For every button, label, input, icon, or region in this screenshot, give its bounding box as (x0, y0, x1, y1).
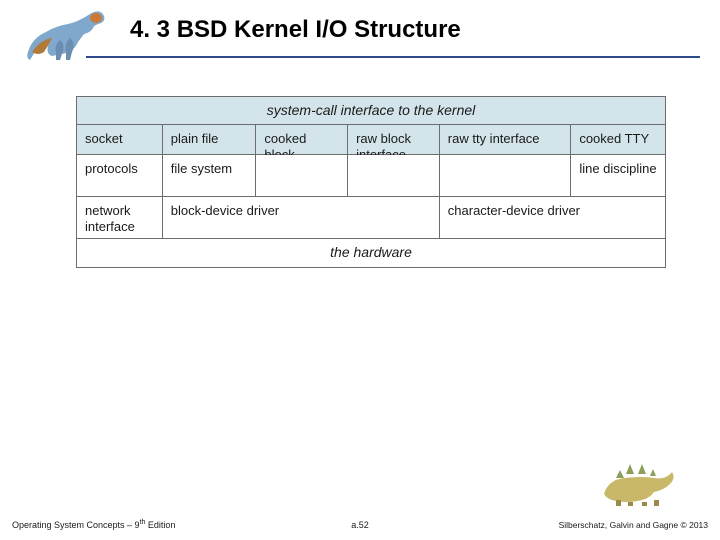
cell-block-device-driver: block-device driver (163, 197, 440, 239)
slide-footer: Operating System Concepts – 9th Edition … (0, 510, 720, 540)
table-row: socket plain file cooked block interface… (77, 125, 665, 155)
cell-cooked-block-interface: cooked block interface (256, 125, 348, 155)
table-row: protocols file system line discipline (77, 155, 665, 197)
syscall-interface-header: system-call interface to the kernel (77, 97, 665, 125)
cell-empty (440, 155, 572, 197)
cell-raw-block-interface: raw block interface (348, 125, 440, 155)
table-header-row: system-call interface to the kernel (77, 97, 665, 125)
cell-file-system: file system (163, 155, 257, 197)
table-footer-row: the hardware (77, 239, 665, 267)
cell-character-device-driver: character-device driver (440, 197, 665, 239)
title-underline (86, 56, 700, 58)
cell-line-discipline: line discipline (571, 155, 665, 197)
cell-protocols: protocols (77, 155, 163, 197)
page-title: 4. 3 BSD Kernel I/O Structure (130, 16, 461, 44)
cell-cooked-tty: cooked TTY (571, 125, 665, 155)
table-row: network interface block-device driver ch… (77, 197, 665, 239)
left-margin (0, 0, 56, 540)
dinosaur-icon (20, 4, 110, 64)
cell-socket: socket (77, 125, 163, 155)
cell-network-interface: network interface (77, 197, 163, 239)
slide-header: 4. 3 BSD Kernel I/O Structure (0, 0, 720, 64)
cell-empty (256, 155, 348, 197)
dinosaur-icon (596, 460, 680, 506)
footer-right: Silberschatz, Galvin and Gagne © 2013 (559, 520, 708, 530)
slide: 4. 3 BSD Kernel I/O Structure system-cal… (0, 0, 720, 540)
cell-plain-file: plain file (163, 125, 257, 155)
cell-empty (348, 155, 440, 197)
cell-raw-tty-interface: raw tty interface (440, 125, 572, 155)
io-structure-table: system-call interface to the kernel sock… (76, 96, 666, 268)
hardware-footer: the hardware (77, 239, 665, 267)
